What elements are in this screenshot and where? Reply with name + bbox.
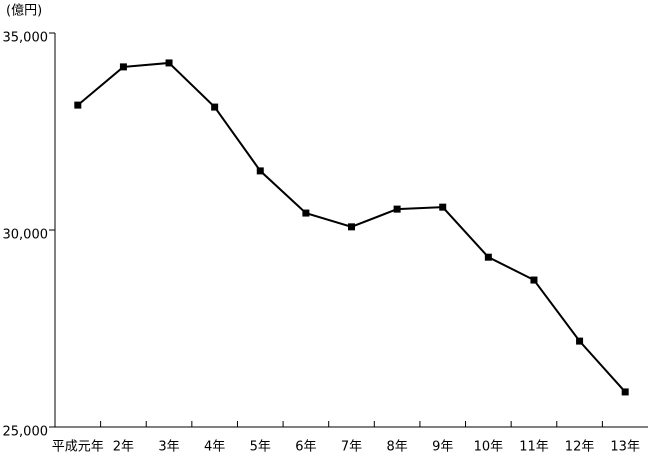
y-tick-label: 25,000 xyxy=(3,425,49,440)
x-tick-label: 11年 xyxy=(519,440,549,455)
x-tick-label: 6年 xyxy=(295,440,316,455)
x-tick-label: 平成元年 xyxy=(52,440,104,455)
x-tick-label: 9年 xyxy=(432,440,453,455)
data-point xyxy=(256,167,264,175)
y-tick-label: 35,000 xyxy=(3,31,49,46)
y-tick-label: 30,000 xyxy=(3,228,49,243)
data-point xyxy=(211,103,219,111)
data-point xyxy=(439,203,447,211)
x-tick-label: 4年 xyxy=(204,440,225,455)
x-tick-label: 2年 xyxy=(113,440,134,455)
data-point xyxy=(530,276,538,284)
data-point xyxy=(74,101,82,109)
data-point xyxy=(302,209,310,217)
data-point xyxy=(348,223,355,231)
x-tick-label: 3年 xyxy=(158,440,179,455)
x-tick-label: 13年 xyxy=(610,440,640,455)
x-tick-label: 8年 xyxy=(386,440,407,455)
data-point xyxy=(576,337,584,345)
data-point xyxy=(165,59,173,67)
data-point xyxy=(393,205,401,213)
unit-label: (億円) xyxy=(6,3,42,19)
x-tick-label: 12年 xyxy=(565,440,595,455)
x-tick-label: 7年 xyxy=(341,440,362,455)
data-point xyxy=(119,63,127,71)
data-point xyxy=(484,253,492,261)
x-tick-label: 5年 xyxy=(250,440,271,455)
x-tick-label: 10年 xyxy=(474,440,504,455)
data-point xyxy=(621,388,629,396)
